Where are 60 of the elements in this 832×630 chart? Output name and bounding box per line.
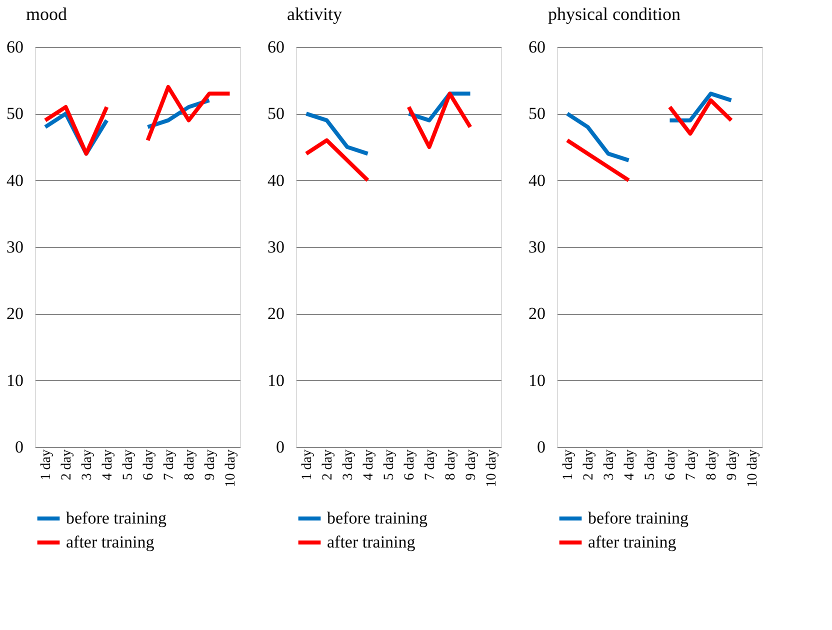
y-tick-label: 30: [528, 238, 546, 256]
y-tick-label: 10: [528, 370, 546, 390]
x-tick-label: 4 day: [622, 450, 638, 480]
chart-title: physical condition: [548, 4, 680, 24]
x-tick-label: 8 day: [704, 450, 720, 480]
x-tick-label: 6 day: [402, 450, 418, 480]
x-tick-label: 10 day: [223, 450, 238, 488]
y-tick-label: 20: [6, 304, 24, 324]
x-tick-label: 5 day: [120, 450, 136, 480]
legend-label: before training: [66, 508, 168, 528]
x-tick-label: 3 day: [340, 450, 356, 480]
legend-label: after training: [66, 532, 155, 552]
x-tick-label: 5 day: [382, 450, 397, 480]
x-tick-label: 10 day: [745, 450, 760, 488]
x-tick-label: 1 day: [560, 450, 576, 480]
y-tick-label: 0: [537, 438, 546, 456]
y-tick-label: 40: [6, 170, 24, 190]
y-tick-label: 20: [268, 304, 284, 324]
y-tick-label: 0: [276, 438, 284, 456]
x-tick-label: 3 day: [80, 450, 95, 480]
x-tick-label: 2 day: [320, 450, 336, 480]
x-tick-label: 4 day: [100, 450, 116, 480]
y-tick-label: 10: [268, 370, 284, 390]
y-tick-label: 10: [6, 370, 24, 390]
legend-label: before training: [588, 508, 690, 528]
x-tick-label: 3 day: [602, 450, 617, 480]
x-tick-label: 1 day: [300, 450, 315, 480]
y-tick-label: 60: [268, 38, 284, 56]
x-tick-label: 10 day: [484, 450, 500, 488]
y-tick-label: 60: [528, 38, 546, 56]
y-tick-label: 50: [6, 104, 24, 124]
y-tick-label: 30: [268, 238, 284, 256]
x-tick-label: 9 day: [724, 450, 740, 480]
y-tick-label: 50: [268, 104, 284, 124]
x-tick-label: 4 day: [361, 450, 376, 480]
y-tick-label: 50: [528, 104, 546, 124]
x-tick-label: 7 day: [422, 450, 438, 480]
chart-title: mood: [26, 4, 68, 24]
x-tick-label: 7 day: [684, 450, 699, 480]
x-tick-label: 6 day: [141, 450, 156, 480]
y-tick-label: 60: [6, 38, 24, 56]
y-tick-label: 40: [268, 170, 284, 190]
legend-label: after training: [327, 532, 416, 552]
chart-title: aktivity: [287, 4, 342, 24]
x-tick-label: 9 day: [202, 450, 218, 480]
x-tick-label: 2 day: [581, 450, 596, 480]
x-tick-label: 8 day: [443, 450, 458, 480]
x-tick-label: 8 day: [182, 450, 198, 480]
x-tick-label: 5 day: [642, 450, 658, 480]
x-tick-label: 7 day: [162, 450, 177, 480]
x-tick-label: 9 day: [464, 450, 479, 480]
x-tick-label: 6 day: [663, 450, 678, 480]
x-tick-label: 1 day: [38, 450, 54, 480]
y-tick-label: 30: [6, 238, 24, 256]
y-tick-label: 0: [15, 438, 24, 456]
legend-label: before training: [327, 508, 428, 528]
y-tick-label: 40: [528, 170, 546, 190]
x-tick-label: 2 day: [59, 450, 74, 480]
legend-label: after training: [588, 532, 677, 552]
y-tick-label: 20: [528, 304, 546, 324]
